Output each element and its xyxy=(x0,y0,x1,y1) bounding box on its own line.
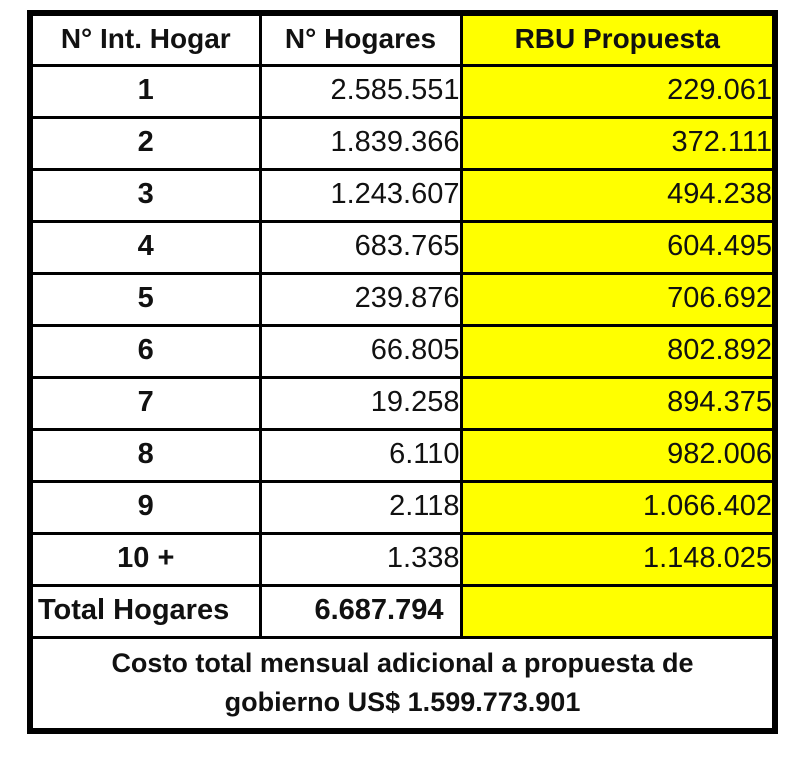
table-row: 8 6.110 982.006 xyxy=(28,427,777,483)
column-header-hogares: N° Hogares xyxy=(258,11,463,67)
cell-hogares: 6.110 xyxy=(258,427,463,483)
table-row: 1 2.585.551 229.061 xyxy=(28,63,777,119)
cell-hogares: 2.118 xyxy=(258,479,463,535)
table-row: 2 1.839.366 372.111 xyxy=(28,115,777,171)
cell-members: 6 xyxy=(28,323,262,379)
table-row: 5 239.876 706.692 xyxy=(28,271,777,327)
cell-rbu: 372.111 xyxy=(459,115,777,171)
cell-rbu: 494.238 xyxy=(459,167,777,223)
cell-rbu: 604.495 xyxy=(459,219,777,275)
table-row: 4 683.765 604.495 xyxy=(28,219,777,275)
table-row: 6 66.805 802.892 xyxy=(28,323,777,379)
footer-note-row: Costo total mensual adicional a propuest… xyxy=(28,635,777,733)
column-header-rbu-propuesta: RBU Propuesta xyxy=(459,11,777,67)
cell-hogares: 66.805 xyxy=(258,323,463,379)
cell-members: 4 xyxy=(28,219,262,275)
header-row: N° Int. Hogar N° Hogares RBU Propuesta xyxy=(28,11,777,67)
total-label: Total Hogares xyxy=(28,583,262,639)
cell-members: 8 xyxy=(28,427,262,483)
cell-members: 1 xyxy=(28,63,262,119)
cell-members: 10 + xyxy=(28,531,262,587)
cell-hogares: 683.765 xyxy=(258,219,463,275)
cell-hogares: 1.338 xyxy=(258,531,463,587)
cell-rbu: 1.148.025 xyxy=(459,531,777,587)
cell-rbu: 982.006 xyxy=(459,427,777,483)
column-header-int-hogar: N° Int. Hogar xyxy=(28,11,262,67)
table-row: 9 2.118 1.066.402 xyxy=(28,479,777,535)
rbu-proposal-table: N° Int. Hogar N° Hogares RBU Propuesta 1… xyxy=(27,10,778,734)
cell-rbu: 706.692 xyxy=(459,271,777,327)
cell-members: 2 xyxy=(28,115,262,171)
table-row: 3 1.243.607 494.238 xyxy=(28,167,777,223)
cell-members: 5 xyxy=(28,271,262,327)
footer-note-line1: Costo total mensual adicional a propuest… xyxy=(111,648,694,679)
footer-note-line2: gobierno US$ 1.599.773.901 xyxy=(224,687,581,718)
total-rbu-empty-cell xyxy=(459,583,777,639)
cell-hogares: 1.243.607 xyxy=(258,167,463,223)
cell-rbu: 229.061 xyxy=(459,63,777,119)
total-hogares: 6.687.794 xyxy=(258,583,463,639)
cell-hogares: 2.585.551 xyxy=(258,63,463,119)
footer-note-cell: Costo total mensual adicional a propuest… xyxy=(28,635,777,733)
total-row: Total Hogares 6.687.794 xyxy=(28,583,777,639)
cell-hogares: 1.839.366 xyxy=(258,115,463,171)
cell-hogares: 239.876 xyxy=(258,271,463,327)
cell-members: 9 xyxy=(28,479,262,535)
table-row: 7 19.258 894.375 xyxy=(28,375,777,431)
cell-members: 7 xyxy=(28,375,262,431)
cell-members: 3 xyxy=(28,167,262,223)
cell-rbu: 802.892 xyxy=(459,323,777,379)
cell-rbu: 894.375 xyxy=(459,375,777,431)
cell-hogares: 19.258 xyxy=(258,375,463,431)
table-row: 10 + 1.338 1.148.025 xyxy=(28,531,777,587)
cell-rbu: 1.066.402 xyxy=(459,479,777,535)
